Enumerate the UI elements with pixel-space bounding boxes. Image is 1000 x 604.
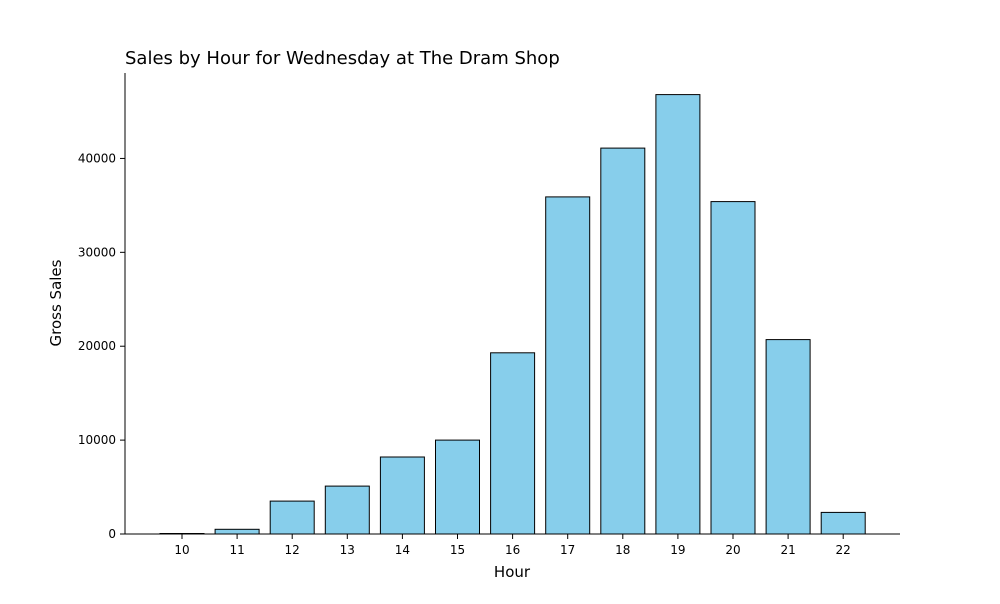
x-ticks-group: 10 11 12 13 14 15 16 17 18 19 20 21 22: [174, 534, 851, 557]
bar-hour-20: [710, 201, 756, 535]
x-tick-label: 13: [340, 543, 355, 557]
y-axis-label: Gross Sales: [47, 259, 65, 346]
x-tick-label: 14: [395, 543, 410, 557]
x-tick-label: 16: [505, 543, 520, 557]
bar-hour-22: [820, 511, 866, 535]
x-tick-label: 11: [229, 543, 244, 557]
y-tick-label: 20000: [78, 339, 116, 353]
x-tick-label: 20: [725, 543, 740, 557]
chart-title: Sales by Hour for Wednesday at The Dram …: [125, 48, 560, 69]
x-tick-label: 15: [450, 543, 465, 557]
x-tick-label: 10: [174, 543, 189, 557]
bars-group: [159, 94, 866, 535]
y-tick-label: 10000: [78, 433, 116, 447]
bar-hour-17: [545, 196, 591, 535]
y-tick-label: 30000: [78, 245, 116, 259]
bar-hour-21: [765, 339, 811, 535]
bar-hour-16: [490, 352, 536, 535]
y-ticks-group: 0 10000 20000 30000 40000: [78, 151, 125, 541]
bar-hour-14: [379, 456, 425, 535]
x-tick-label: 12: [285, 543, 300, 557]
bar-hour-12: [269, 500, 315, 535]
bar-hour-18: [600, 147, 646, 535]
y-tick-label: 40000: [78, 151, 116, 165]
bar-hour-19: [655, 94, 701, 535]
x-tick-label: 22: [836, 543, 851, 557]
x-tick-label: 21: [780, 543, 795, 557]
x-tick-label: 17: [560, 543, 575, 557]
bar-hour-15: [435, 439, 480, 535]
x-tick-label: 18: [615, 543, 630, 557]
x-axis-label: Hour: [494, 563, 531, 581]
bar-hour-11: [214, 528, 260, 535]
y-tick-label: 0: [108, 527, 116, 541]
x-tick-label: 19: [670, 543, 685, 557]
bar-hour-13: [324, 485, 370, 535]
